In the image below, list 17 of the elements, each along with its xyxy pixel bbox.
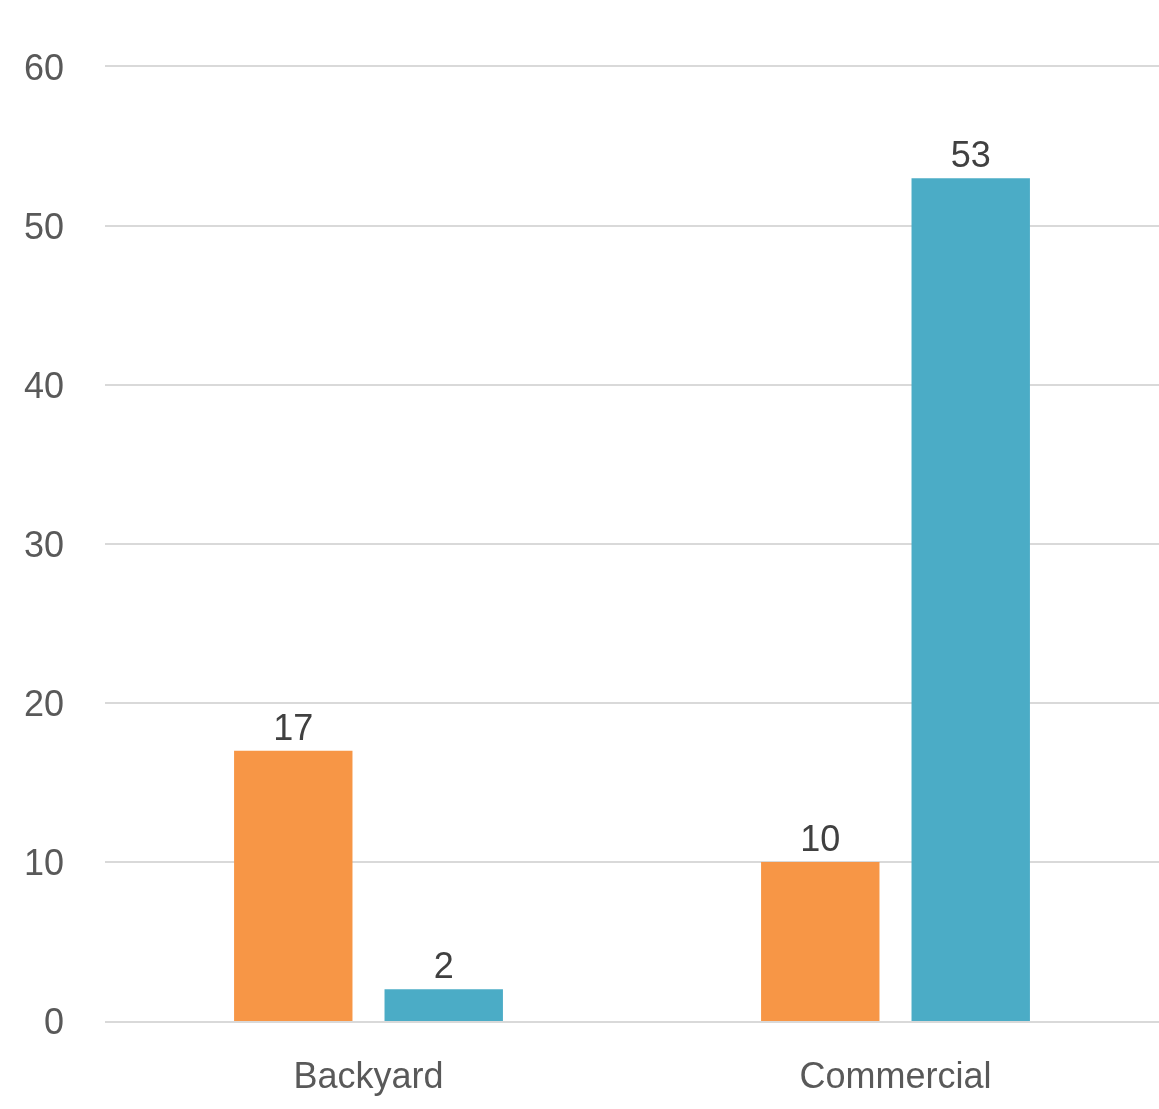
y-tick-label: 40 [23,364,64,406]
bar [761,862,880,1021]
y-tick-label: 10 [23,841,64,883]
data-label: 17 [273,706,314,748]
y-tick-label: 50 [23,205,64,247]
data-label: 10 [800,818,841,859]
y-tick-label: 60 [23,46,64,88]
x-tick-label: Commercial [799,1055,992,1097]
bar [384,989,503,1021]
y-tick-label: 20 [23,682,64,724]
y-tick-label: 0 [43,1000,64,1042]
data-label: 2 [433,945,454,987]
x-tick-label: Backyard [293,1055,444,1097]
bar [911,178,1030,1021]
y-tick-label: 30 [23,523,64,565]
bar [234,750,353,1021]
data-label: 53 [950,134,991,176]
